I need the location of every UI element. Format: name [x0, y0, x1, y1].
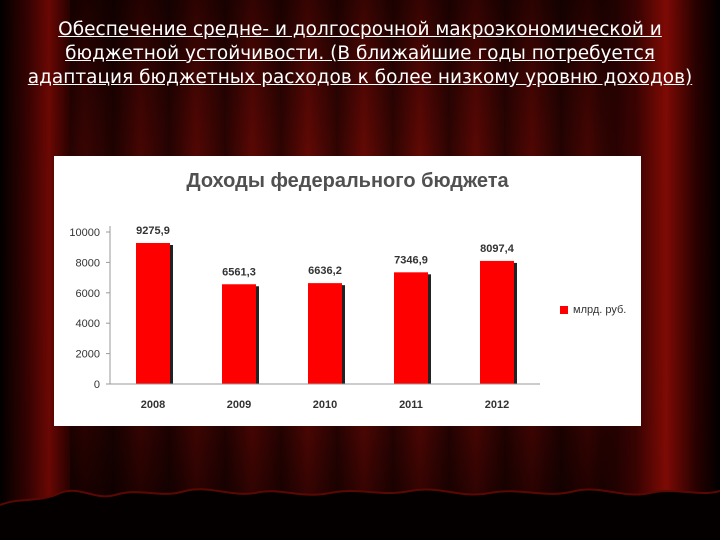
data-label: 8097,4 — [480, 243, 515, 255]
slide-title-line-3: адаптация бюджетных расходов к более низ… — [27, 67, 693, 88]
x-tick-label: 2008 — [141, 399, 165, 411]
x-tick-label: 2011 — [399, 399, 423, 411]
y-tick-label: 4000 — [76, 318, 100, 330]
bar — [222, 284, 256, 384]
data-label: 6561,3 — [222, 266, 256, 278]
y-tick-label: 10000 — [69, 227, 100, 239]
chart-legend: млрд. руб. — [560, 304, 626, 316]
x-tick-label: 2009 — [227, 399, 251, 411]
legend-label: млрд. руб. — [573, 304, 627, 316]
stage-floor — [0, 488, 720, 540]
legend-swatch — [560, 306, 568, 314]
bar — [394, 272, 428, 384]
bar — [480, 260, 514, 384]
slide-title-line-1: Обеспечение средне- и долгосрочной макро… — [58, 19, 662, 40]
x-tick-label: 2010 — [313, 399, 337, 411]
y-tick-label: 2000 — [76, 349, 100, 361]
slide-title: Обеспечение средне- и долгосрочной макро… — [20, 18, 700, 90]
y-tick-label: 8000 — [76, 257, 100, 269]
bar — [136, 243, 170, 384]
slide-title-line-2: бюджетной устойчивости. (В ближайшие год… — [65, 43, 655, 64]
x-tick-label: 2012 — [485, 399, 509, 411]
data-label: 9275,9 — [136, 225, 170, 237]
y-tick-label: 6000 — [76, 288, 100, 300]
bar-chart: 0 2000 4000 6000 8000 10000 9275,9 2008 6561,3 20… — [69, 225, 540, 411]
chart-panel: Доходы федерального бюджета 0 2000 4000 600… — [54, 156, 641, 426]
data-label: 7346,9 — [394, 254, 428, 266]
chart-title: Доходы федерального бюджета — [186, 170, 509, 192]
data-label: 6636,2 — [308, 265, 342, 277]
y-tick-label: 0 — [94, 379, 100, 391]
bar — [308, 283, 342, 384]
